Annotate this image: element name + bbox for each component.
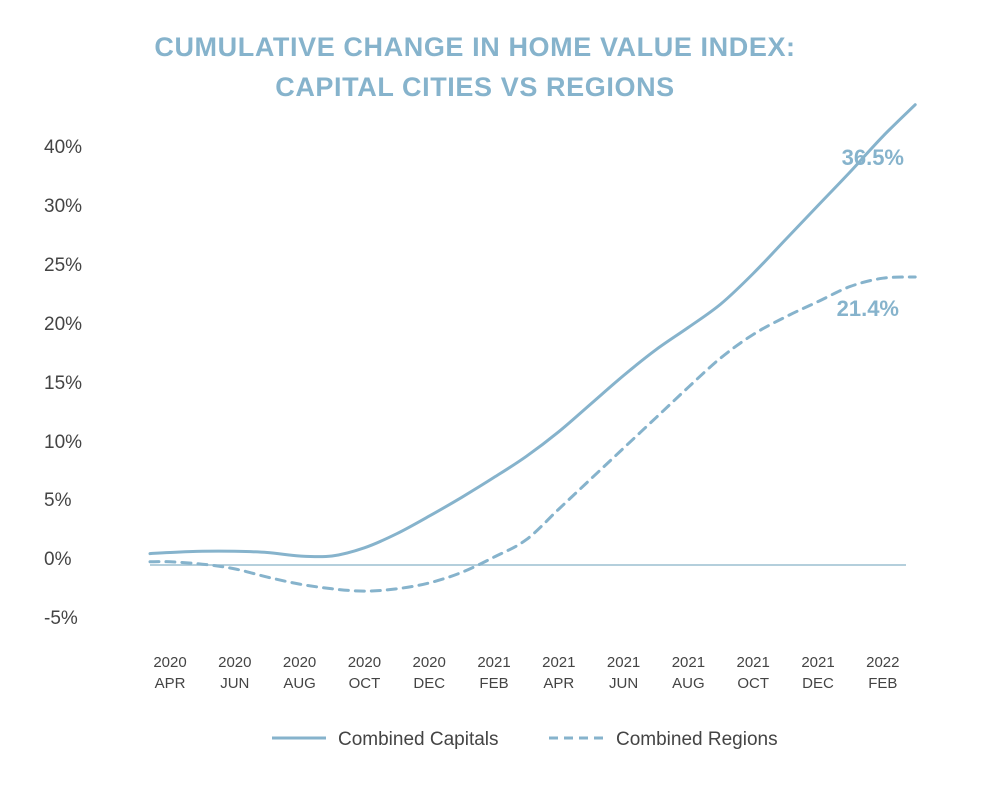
x-tick-month: AUG xyxy=(283,675,316,692)
x-tick-month: DEC xyxy=(802,675,834,692)
x-tick-month: OCT xyxy=(349,675,381,692)
y-tick-label: 30% xyxy=(44,196,82,217)
x-tick-month: JUN xyxy=(220,675,249,692)
y-axis: 40% 30% 25% 20% 15% 10% 5% 0% -5% xyxy=(44,137,82,629)
x-axis: 2020 APR 2020 JUN 2020 AUG 2020 OCT 2020 DEC 2021 F… xyxy=(153,654,899,692)
x-tick-year: 2020 xyxy=(283,654,316,671)
x-tick-year: 2021 xyxy=(607,654,640,671)
x-tick-year: 2021 xyxy=(801,654,834,671)
legend-label-regions: Combined Regions xyxy=(616,729,778,750)
x-tick-year: 2020 xyxy=(348,654,381,671)
y-tick-label: 25% xyxy=(44,255,82,276)
x-tick-month: FEB xyxy=(868,675,897,692)
end-labels: 36.5% 21.4% xyxy=(837,145,904,321)
chart-title-line-1: CUMULATIVE CHANGE IN HOME VALUE INDEX: xyxy=(154,32,796,62)
x-tick-month: APR xyxy=(543,675,574,692)
x-tick-year: 2020 xyxy=(153,654,186,671)
y-tick-label: 20% xyxy=(44,314,82,335)
legend: Combined Capitals Combined Regions xyxy=(272,729,778,750)
x-tick-year: 2020 xyxy=(413,654,446,671)
x-tick-year: 2021 xyxy=(542,654,575,671)
end-label-regions: 21.4% xyxy=(837,296,899,321)
x-tick-year: 2021 xyxy=(477,654,510,671)
y-tick-label: 40% xyxy=(44,137,82,158)
x-tick-year: 2022 xyxy=(866,654,899,671)
series-line-combined-regions xyxy=(148,275,917,593)
legend-label-capitals: Combined Capitals xyxy=(338,729,499,750)
x-tick-year: 2021 xyxy=(737,654,770,671)
x-tick-year: 2020 xyxy=(218,654,251,671)
series-line-combined-capitals xyxy=(148,103,917,559)
x-tick-month: AUG xyxy=(672,675,705,692)
x-tick-month: DEC xyxy=(413,675,445,692)
y-tick-label: 15% xyxy=(44,373,82,394)
x-tick-month: FEB xyxy=(479,675,508,692)
x-tick-month: OCT xyxy=(737,675,769,692)
x-tick-month: APR xyxy=(155,675,186,692)
x-tick-month: JUN xyxy=(609,675,638,692)
y-tick-label: -5% xyxy=(44,608,78,629)
y-tick-label: 10% xyxy=(44,432,82,453)
x-tick-year: 2021 xyxy=(672,654,705,671)
chart-title-line-2: CAPITAL CITIES VS REGIONS xyxy=(275,72,675,102)
end-label-capitals: 36.5% xyxy=(842,145,904,170)
y-tick-label: 0% xyxy=(44,549,72,570)
y-tick-label: 5% xyxy=(44,490,72,511)
series-layer xyxy=(148,103,917,593)
